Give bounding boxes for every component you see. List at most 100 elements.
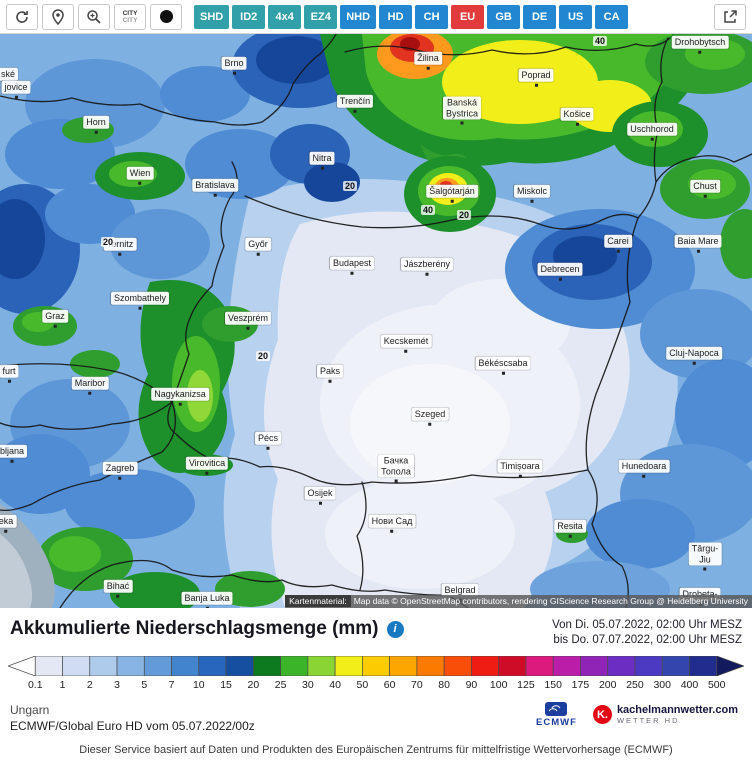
share-icon <box>722 9 738 25</box>
kachelmann-k-icon: K. <box>592 705 612 725</box>
city-label: Paks <box>316 364 344 378</box>
city-label: Kecskemét <box>380 334 432 348</box>
city-label: bljana <box>0 444 28 458</box>
city-label: Resita <box>554 519 586 533</box>
location-button[interactable] <box>42 3 74 30</box>
tab-us[interactable]: US <box>559 4 593 29</box>
city-label: Nitra <box>309 151 335 165</box>
tab-ch[interactable]: CH <box>415 4 449 29</box>
scale-segment <box>334 655 363 676</box>
tab-nhd[interactable]: NHD <box>340 4 377 29</box>
scale-segment <box>525 655 554 676</box>
scale-segment <box>171 655 200 676</box>
scale-value: 7 <box>168 678 175 691</box>
refresh-icon <box>14 9 30 25</box>
scale-labels: 0.1 1 2 3 5 7 10 15 20 25 30 40 50 60 70 80 90 100 125 150 1… <box>8 679 744 694</box>
scale-value: 70 <box>411 678 423 691</box>
city-label: ské <box>0 67 19 81</box>
city-labels-button[interactable]: CITY CITY <box>114 3 146 30</box>
scale-value: 1 <box>59 678 66 691</box>
precipitation-map[interactable]: ské jovice Brno Žilina Drohobytsch Poprad Tren… <box>0 34 752 608</box>
refresh-button[interactable] <box>6 3 38 30</box>
scale-value: 10 <box>192 678 205 691</box>
city-label: Нови Сад <box>368 514 416 528</box>
city-label: Zagreb <box>102 461 138 475</box>
tab-4x4[interactable]: 4x4 <box>268 4 302 29</box>
city-label: Brno <box>221 56 247 70</box>
model-info: ECMWF/Global Euro HD vom 05.07.2022/00z <box>10 719 255 734</box>
info-icon[interactable]: i <box>386 620 404 638</box>
scale-segment <box>498 655 527 676</box>
city-label: Békéscsaba <box>475 356 531 370</box>
scale-value: 2 <box>86 678 93 691</box>
tab-ca[interactable]: CA <box>595 4 629 29</box>
tab-id2[interactable]: ID2 <box>232 4 266 29</box>
city-label: Nagykanizsa <box>151 387 209 401</box>
city-label: Wien <box>126 166 154 180</box>
city-label: Hunedoara <box>618 459 670 473</box>
scale-value: 500 <box>707 678 726 691</box>
scale-segment <box>252 655 281 676</box>
tab-de[interactable]: DE <box>523 4 557 29</box>
zoom-button[interactable] <box>78 3 110 30</box>
tab-eu[interactable]: EU <box>451 4 485 29</box>
scale-value: 3 <box>114 678 120 691</box>
contour-label: 20 <box>255 351 271 361</box>
tab-ez4[interactable]: EZ4 <box>304 4 338 29</box>
scale-segment <box>8 655 36 676</box>
scale-value: 400 <box>680 678 699 691</box>
city-label: Osijek <box>304 486 336 500</box>
scale-value: 250 <box>626 678 644 691</box>
attribution-text: Map data © OpenStreetMap contributors, r… <box>353 596 748 606</box>
location-pin-icon <box>51 8 65 25</box>
city-label: Miskolc <box>513 184 551 198</box>
kachelmann-subtitle: WETTER HD <box>616 716 680 726</box>
city-label: Banská Bystrica <box>442 96 482 120</box>
city-label: Târgu- Jiu <box>688 542 722 566</box>
tab-gb[interactable]: GB <box>487 4 521 29</box>
scale-segment <box>362 655 390 676</box>
city-label: Бачка Топола <box>378 454 414 478</box>
city-button-line1: CITY <box>122 9 138 17</box>
scale-segment <box>716 655 744 676</box>
map-labels: ské jovice Brno Žilina Drohobytsch Poprad Tren… <box>0 34 752 608</box>
ecmwf-logo: ECMWF <box>536 701 577 728</box>
scale-segment <box>661 655 690 676</box>
scale-segment <box>552 655 581 676</box>
contour-label: 20 <box>342 181 358 191</box>
city-label: Győr <box>245 237 271 251</box>
toolbar: CITY CITY SHD ID2 4x4 EZ4 NHD HD CH EU GB DE US CA <box>0 0 752 34</box>
model-tabs: SHD ID2 4x4 EZ4 NHD HD CH EU GB DE US CA <box>194 4 629 29</box>
scale-segment <box>198 655 227 676</box>
share-button[interactable] <box>714 3 746 30</box>
city-label: Košice <box>560 107 594 121</box>
valid-period: Von Di. 05.07.2022, 02:00 Uhr MESZ bis D… <box>552 618 742 648</box>
city-label: Žilina <box>414 51 442 65</box>
period-to: bis Do. 07.07.2022, 02:00 Uhr MESZ <box>553 633 742 646</box>
kachelmann-title: kachelmannwetter.com <box>616 704 738 717</box>
scale-value: 150 <box>544 678 562 691</box>
scale-value: 300 <box>653 678 671 691</box>
city-label: Graz <box>42 309 68 323</box>
scale-segment <box>307 655 336 676</box>
tab-shd[interactable]: SHD <box>194 4 230 29</box>
city-label: eka <box>0 514 17 528</box>
scale-segment <box>580 655 609 676</box>
scale-segment <box>634 655 663 676</box>
kachelmann-logo: K. kachelmannwetter.com WETTER HD <box>592 704 738 726</box>
scale-value: 25 <box>274 678 287 691</box>
disclaimer: Dieser Service basiert auf Daten und Pro… <box>79 744 673 757</box>
style-circle-button[interactable] <box>150 3 182 30</box>
scale-segment <box>607 655 636 676</box>
tab-hd[interactable]: HD <box>379 4 413 29</box>
attribution-label: Kartenmaterial: <box>285 595 351 607</box>
ecmwf-emblem-icon <box>545 701 568 716</box>
scale-value: 15 <box>220 678 232 691</box>
city-label: Szombathely <box>110 291 170 305</box>
scale-segment <box>143 655 172 676</box>
country-borders <box>0 34 752 608</box>
color-scale <box>8 655 744 676</box>
city-label: Jászberény <box>400 257 454 271</box>
city-label: Virovitica <box>185 456 229 470</box>
